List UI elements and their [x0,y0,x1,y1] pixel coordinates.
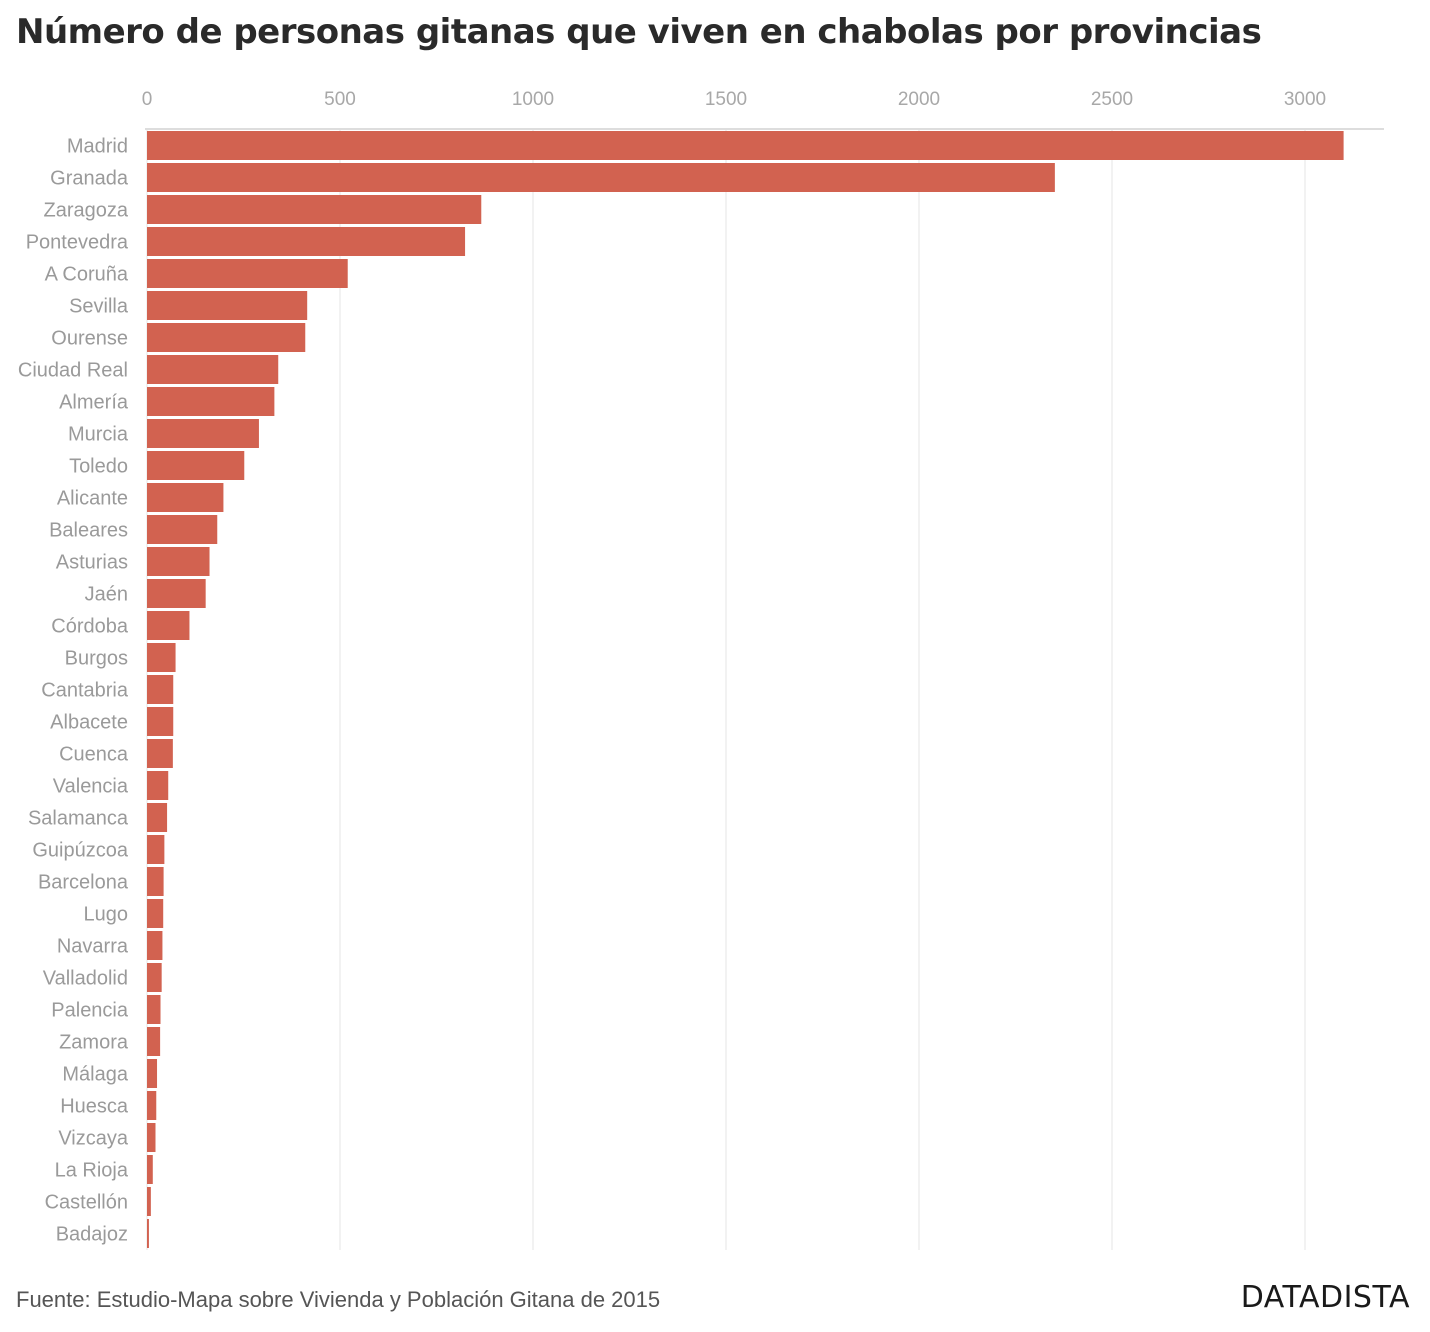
bar-asturias [147,547,210,576]
gridlines [145,128,1384,1250]
y-tick-label-zamora: Zamora [59,1032,129,1054]
bar-vizcaya [147,1123,156,1152]
bar-jaén [147,579,206,608]
bar-burgos [147,643,176,672]
bar-cuenca [147,739,173,768]
bar-palencia [147,995,161,1024]
bar-ourense [147,323,306,352]
y-tick-label-zaragoza: Zaragoza [44,200,129,222]
bar-baleares [147,515,218,544]
x-tick-label-2500: 2500 [1091,89,1133,110]
bar-zaragoza [147,195,482,224]
y-tick-label-valladolid: Valladolid [43,968,128,990]
bar-salamanca [147,803,168,832]
bar-barcelona [147,867,164,896]
y-tick-label-vizcaya: Vizcaya [58,1128,129,1150]
x-tick-label-3000: 3000 [1284,89,1326,110]
y-tick-label-navarra: Navarra [57,936,129,958]
y-tick-label-cuenca: Cuenca [59,744,129,766]
bars [147,131,1344,1248]
y-tick-label-sevilla: Sevilla [69,296,129,318]
bar-cantabria [147,675,174,704]
y-axis-labels: Madrid Granada Zaragoza Pontevedra A Coruña S… [18,136,129,1246]
x-axis-ticks: 0 500 1000 1500 2000 2500 3000 [142,89,1326,110]
y-tick-label-ciudad-real: Ciudad Real [18,360,128,382]
bar-chart: 0 500 1000 1500 2000 2500 3000 Madrid Granada Za… [18,89,1384,1250]
y-tick-label-alicante: Alicante [57,488,128,510]
bar-huesca [147,1091,157,1120]
bar-madrid [147,131,1344,160]
y-tick-label-guipúzcoa: Guipúzcoa [32,840,128,862]
bar-castellón [147,1187,151,1216]
bar-pontevedra [147,227,466,256]
bar-málaga [147,1059,158,1088]
y-tick-label-barcelona: Barcelona [38,872,129,894]
y-tick-label-a-coruña: A Coruña [45,264,129,286]
bar-sevilla [147,291,308,320]
y-tick-label-huesca: Huesca [60,1096,129,1118]
y-tick-label-albacete: Albacete [50,712,128,734]
y-tick-label-baleares: Baleares [49,520,128,542]
y-tick-label-jaén: Jaén [85,584,128,606]
bar-a-coruña [147,259,348,288]
y-tick-label-murcia: Murcia [68,424,129,446]
y-tick-label-toledo: Toledo [69,456,128,478]
bar-guipúzcoa [147,835,165,864]
x-tick-label-1500: 1500 [705,89,747,110]
y-tick-label-madrid: Madrid [67,136,128,158]
y-tick-label-badajoz: Badajoz [56,1224,128,1246]
bar-lugo [147,899,164,928]
y-tick-label-la-rioja: La Rioja [55,1160,129,1182]
bar-córdoba [147,611,190,640]
bar-badajoz [147,1219,149,1248]
y-tick-label-cantabria: Cantabria [41,680,129,702]
bar-valladolid [147,963,162,992]
y-tick-label-valencia: Valencia [53,776,129,798]
bar-zamora [147,1027,161,1056]
y-tick-label-asturias: Asturias [56,552,128,574]
y-tick-label-córdoba: Córdoba [51,616,129,638]
bar-la-rioja [147,1155,153,1184]
y-tick-label-palencia: Palencia [51,1000,129,1022]
y-tick-label-ourense: Ourense [51,328,128,350]
x-tick-label-1000: 1000 [512,89,554,110]
x-tick-label-500: 500 [324,89,356,110]
y-tick-label-almería: Almería [59,392,129,414]
bar-navarra [147,931,163,960]
bar-alicante [147,483,224,512]
chart-title: Número de personas gitanas que viven en … [16,12,1262,52]
bar-granada [147,163,1055,192]
bar-toledo [147,451,245,480]
bar-murcia [147,419,259,448]
y-tick-label-granada: Granada [50,168,129,190]
y-tick-label-salamanca: Salamanca [28,808,129,830]
bar-almería [147,387,275,416]
bar-albacete [147,707,174,736]
bar-valencia [147,771,169,800]
y-tick-label-castellón: Castellón [45,1192,128,1214]
y-tick-label-málaga: Málaga [62,1064,128,1086]
y-tick-label-pontevedra: Pontevedra [26,232,129,254]
x-tick-label-2000: 2000 [898,89,940,110]
x-tick-label-0: 0 [142,89,153,110]
y-tick-label-burgos: Burgos [65,648,128,670]
bar-ciudad-real [147,355,279,384]
brand-logo: DATADISTA [1240,1280,1410,1315]
y-tick-label-lugo: Lugo [84,904,129,926]
source-note: Fuente: Estudio-Mapa sobre Vivienda y Po… [16,1287,661,1312]
